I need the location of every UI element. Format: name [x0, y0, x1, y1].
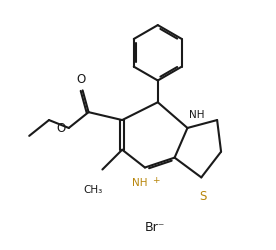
Text: S: S: [200, 190, 207, 202]
Text: O: O: [76, 73, 85, 86]
Text: Br⁻: Br⁻: [145, 220, 165, 234]
Text: CH₃: CH₃: [83, 184, 102, 194]
Text: +: +: [152, 176, 159, 185]
Text: O: O: [56, 122, 65, 135]
Text: NH: NH: [132, 178, 148, 188]
Text: NH: NH: [189, 110, 205, 120]
